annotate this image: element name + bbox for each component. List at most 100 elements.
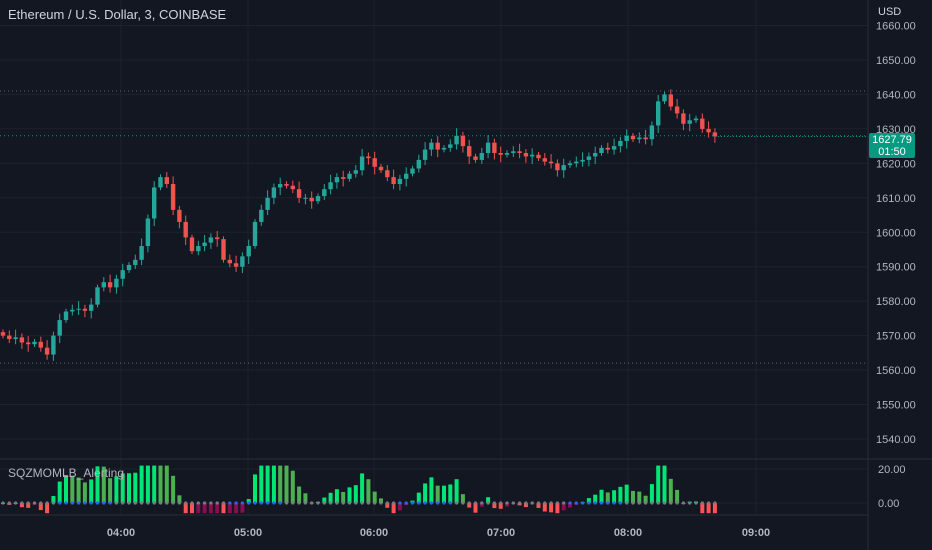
squeeze-dot (121, 501, 125, 505)
candle-body (76, 308, 81, 310)
squeeze-dot (398, 501, 402, 505)
momentum-bar (561, 503, 566, 511)
momentum-bar (196, 503, 201, 514)
momentum-bar (385, 503, 390, 508)
momentum-bar (334, 489, 339, 503)
momentum-bar (712, 503, 717, 514)
candle-body (290, 185, 295, 190)
candle-body (410, 168, 415, 174)
candle-body (196, 246, 201, 252)
candle-body (202, 242, 207, 247)
momentum-bar (127, 473, 131, 503)
candle-body (643, 137, 648, 140)
momentum-bar (190, 503, 194, 514)
candle-body (422, 149, 428, 160)
squeeze-dot (291, 501, 295, 505)
squeeze-dot (14, 501, 18, 505)
candle-body (19, 337, 25, 343)
squeeze-dot (114, 501, 118, 505)
squeeze-dot (209, 501, 213, 505)
candle-body (95, 287, 100, 305)
candle-body (662, 94, 667, 102)
momentum-bar (57, 481, 62, 503)
indicator-tick-label: 20.00 (878, 464, 906, 476)
candle-body (359, 156, 365, 171)
candle-body (353, 170, 358, 174)
candle-body (366, 156, 371, 159)
price-tick-label: 1600.00 (876, 227, 916, 239)
squeeze-dot (32, 501, 37, 505)
candle-body (107, 282, 113, 288)
momentum-bar (656, 465, 661, 503)
squeeze-dot (165, 501, 169, 505)
squeeze-dot (410, 501, 415, 505)
candle-body (693, 118, 699, 121)
squeeze-dot (429, 501, 433, 505)
squeeze-dot (423, 501, 427, 505)
candle-body (278, 184, 283, 188)
candle-body (315, 196, 321, 202)
squeeze-dot (215, 501, 219, 505)
candle-body (593, 153, 598, 157)
candle-body (485, 142, 491, 154)
momentum-bar (253, 474, 257, 503)
momentum-bar (467, 503, 472, 508)
squeeze-dot (530, 501, 534, 505)
candle-body (586, 156, 592, 160)
momentum-bar (108, 478, 113, 503)
last-price-countdown: 01:50 (878, 146, 906, 158)
time-tick-label: 08:00 (614, 527, 642, 539)
squeeze-dot (140, 501, 144, 505)
candle-body (322, 189, 327, 197)
squeeze-dot (341, 501, 345, 505)
candle-body (303, 197, 308, 199)
candle-body (334, 177, 340, 183)
squeeze-dot (511, 501, 515, 505)
candle-body (271, 187, 277, 198)
candle-body (252, 221, 258, 247)
squeeze-dot (45, 501, 49, 505)
momentum-bar (347, 487, 352, 503)
candle-body (378, 166, 384, 171)
squeeze-dot (373, 501, 377, 505)
squeeze-dot (266, 501, 270, 505)
squeeze-dot (555, 501, 560, 505)
candle-body (404, 173, 409, 179)
squeeze-dot (549, 501, 553, 505)
candle-body (114, 278, 119, 288)
candle-body (460, 135, 466, 147)
squeeze-dot (404, 501, 408, 505)
momentum-bar (76, 477, 81, 503)
candle-body (712, 132, 718, 137)
candle-body (706, 128, 711, 133)
candle-body (89, 304, 94, 311)
momentum-bar (605, 492, 610, 503)
momentum-bar (133, 472, 138, 503)
momentum-bar (322, 497, 327, 503)
candle-body (372, 158, 377, 167)
squeeze-dot (240, 501, 244, 505)
candle-body (504, 153, 510, 155)
squeeze-dot (64, 501, 68, 505)
candle-body (32, 341, 37, 345)
momentum-bar (391, 503, 396, 514)
momentum-bar (265, 465, 270, 503)
candle-body (158, 177, 163, 188)
candle-body (7, 335, 12, 340)
momentum-bar (164, 465, 169, 503)
candle-body (656, 101, 661, 126)
candle-body (511, 151, 516, 154)
candle-body (13, 337, 18, 340)
squeeze-dot (228, 501, 232, 505)
momentum-bar (505, 503, 509, 507)
momentum-bar (593, 494, 598, 503)
squeeze-dot (694, 501, 698, 505)
momentum-bar (624, 484, 629, 503)
candle-body (567, 163, 573, 166)
squeeze-dot (335, 501, 339, 505)
time-tick-label: 09:00 (742, 527, 770, 539)
candle-body (51, 335, 56, 355)
squeeze-dot (310, 501, 314, 505)
momentum-bar (51, 496, 56, 503)
